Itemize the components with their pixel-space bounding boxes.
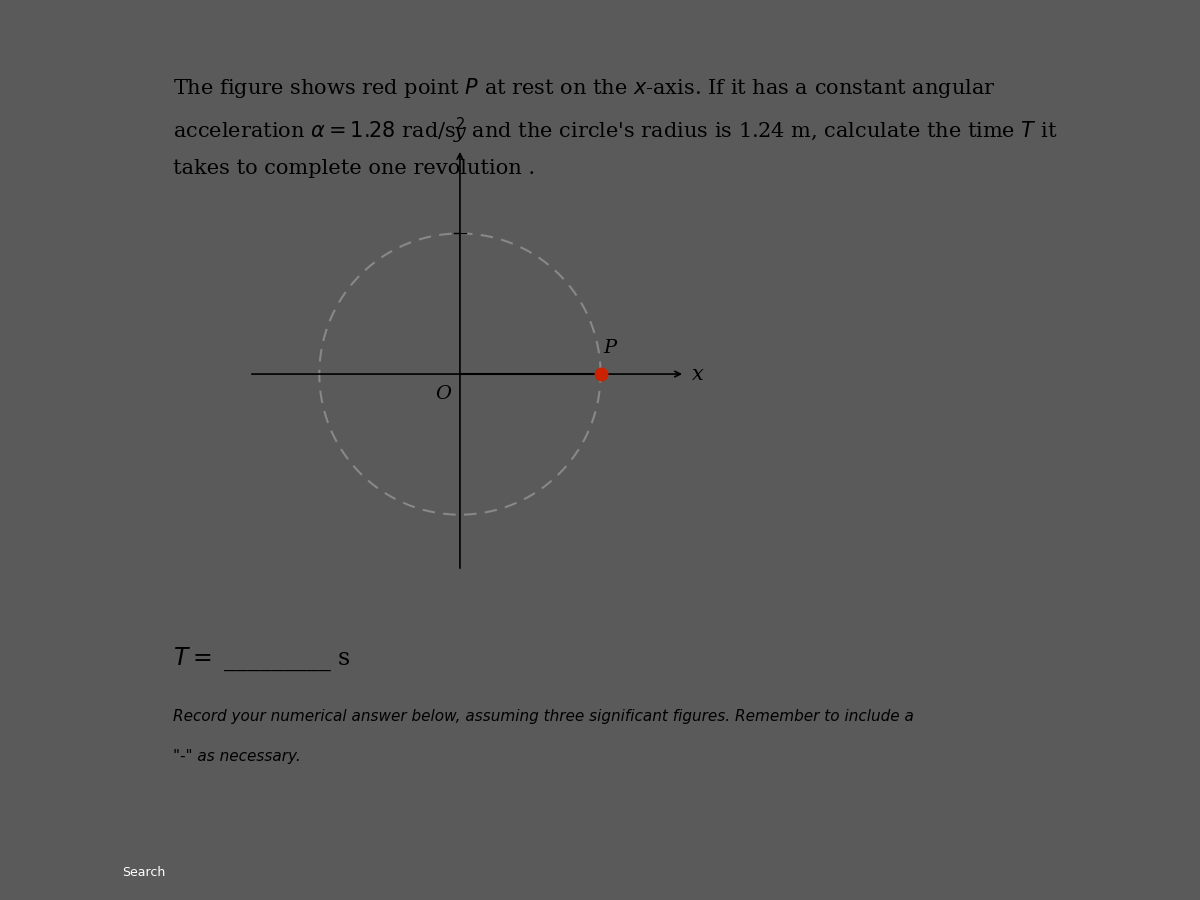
Text: $T = $ _________ s: $T = $ _________ s (173, 646, 350, 673)
Text: takes to complete one revolution .: takes to complete one revolution . (173, 158, 535, 178)
Text: Record your numerical answer below, assuming three significant figures. Remember: Record your numerical answer below, assu… (173, 709, 913, 725)
Text: y: y (454, 123, 466, 142)
Text: "-" as necessary.: "-" as necessary. (173, 749, 300, 764)
Text: x: x (692, 364, 703, 383)
Text: P: P (604, 339, 617, 357)
Text: acceleration $\alpha = 1.28$ rad/s$^2$ and the circle's radius is 1.24 m, calcul: acceleration $\alpha = 1.28$ rad/s$^2$ a… (173, 115, 1057, 142)
Text: Search: Search (122, 867, 166, 879)
Text: O: O (436, 385, 451, 403)
Text: The figure shows red point $P$ at rest on the $x$-axis. If it has a constant ang: The figure shows red point $P$ at rest o… (173, 76, 995, 100)
